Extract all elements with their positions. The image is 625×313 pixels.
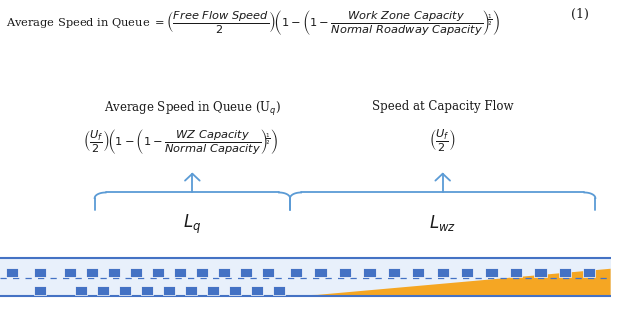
Bar xyxy=(218,268,230,276)
Bar xyxy=(240,268,252,276)
Bar xyxy=(152,268,164,276)
Bar xyxy=(290,268,302,276)
Text: Speed at Capacity Flow: Speed at Capacity Flow xyxy=(372,100,514,113)
Text: (1): (1) xyxy=(571,8,589,21)
Polygon shape xyxy=(278,269,611,296)
Bar xyxy=(34,286,46,295)
Bar xyxy=(108,268,120,276)
Bar xyxy=(412,268,424,276)
Bar xyxy=(437,268,449,276)
Bar xyxy=(174,268,186,276)
Bar xyxy=(141,286,153,295)
Bar xyxy=(534,268,546,276)
Bar xyxy=(119,286,131,295)
Bar xyxy=(75,286,88,295)
Bar xyxy=(196,268,208,276)
Bar xyxy=(486,268,498,276)
Bar xyxy=(273,286,285,295)
Bar xyxy=(461,268,473,276)
Text: $L_{wz}$: $L_{wz}$ xyxy=(429,213,456,233)
Bar xyxy=(130,268,142,276)
Text: $\left(\dfrac{U_f}{2}\right)$: $\left(\dfrac{U_f}{2}\right)$ xyxy=(429,127,456,153)
Bar xyxy=(229,286,241,295)
Text: Average Speed in Queue (U$_q$): Average Speed in Queue (U$_q$) xyxy=(104,100,281,118)
Bar xyxy=(314,268,327,276)
Bar xyxy=(34,268,46,276)
Bar xyxy=(97,286,109,295)
Bar xyxy=(251,286,263,295)
Bar xyxy=(510,268,522,276)
Bar xyxy=(559,268,571,276)
Bar xyxy=(207,286,219,295)
Bar xyxy=(0,258,611,296)
Bar xyxy=(363,268,376,276)
Text: $L_q$: $L_q$ xyxy=(183,213,201,236)
Bar xyxy=(6,268,18,276)
Text: $\left(\dfrac{U_f}{2}\right)\!\left(1-\left(1-\dfrac{\mathit{WZ\ Capacity}}{\mat: $\left(\dfrac{U_f}{2}\right)\!\left(1-\l… xyxy=(82,127,278,156)
Bar xyxy=(339,268,351,276)
Bar xyxy=(262,268,274,276)
Bar xyxy=(64,268,76,276)
Bar xyxy=(86,268,98,276)
Text: Average Speed in Queue $= \left(\dfrac{\mathit{Free\ Flow\ Speed}}{2}\right)\!\l: Average Speed in Queue $= \left(\dfrac{\… xyxy=(6,8,500,37)
Bar xyxy=(185,286,198,295)
Bar xyxy=(583,268,596,276)
Bar xyxy=(388,268,400,276)
Bar xyxy=(163,286,175,295)
